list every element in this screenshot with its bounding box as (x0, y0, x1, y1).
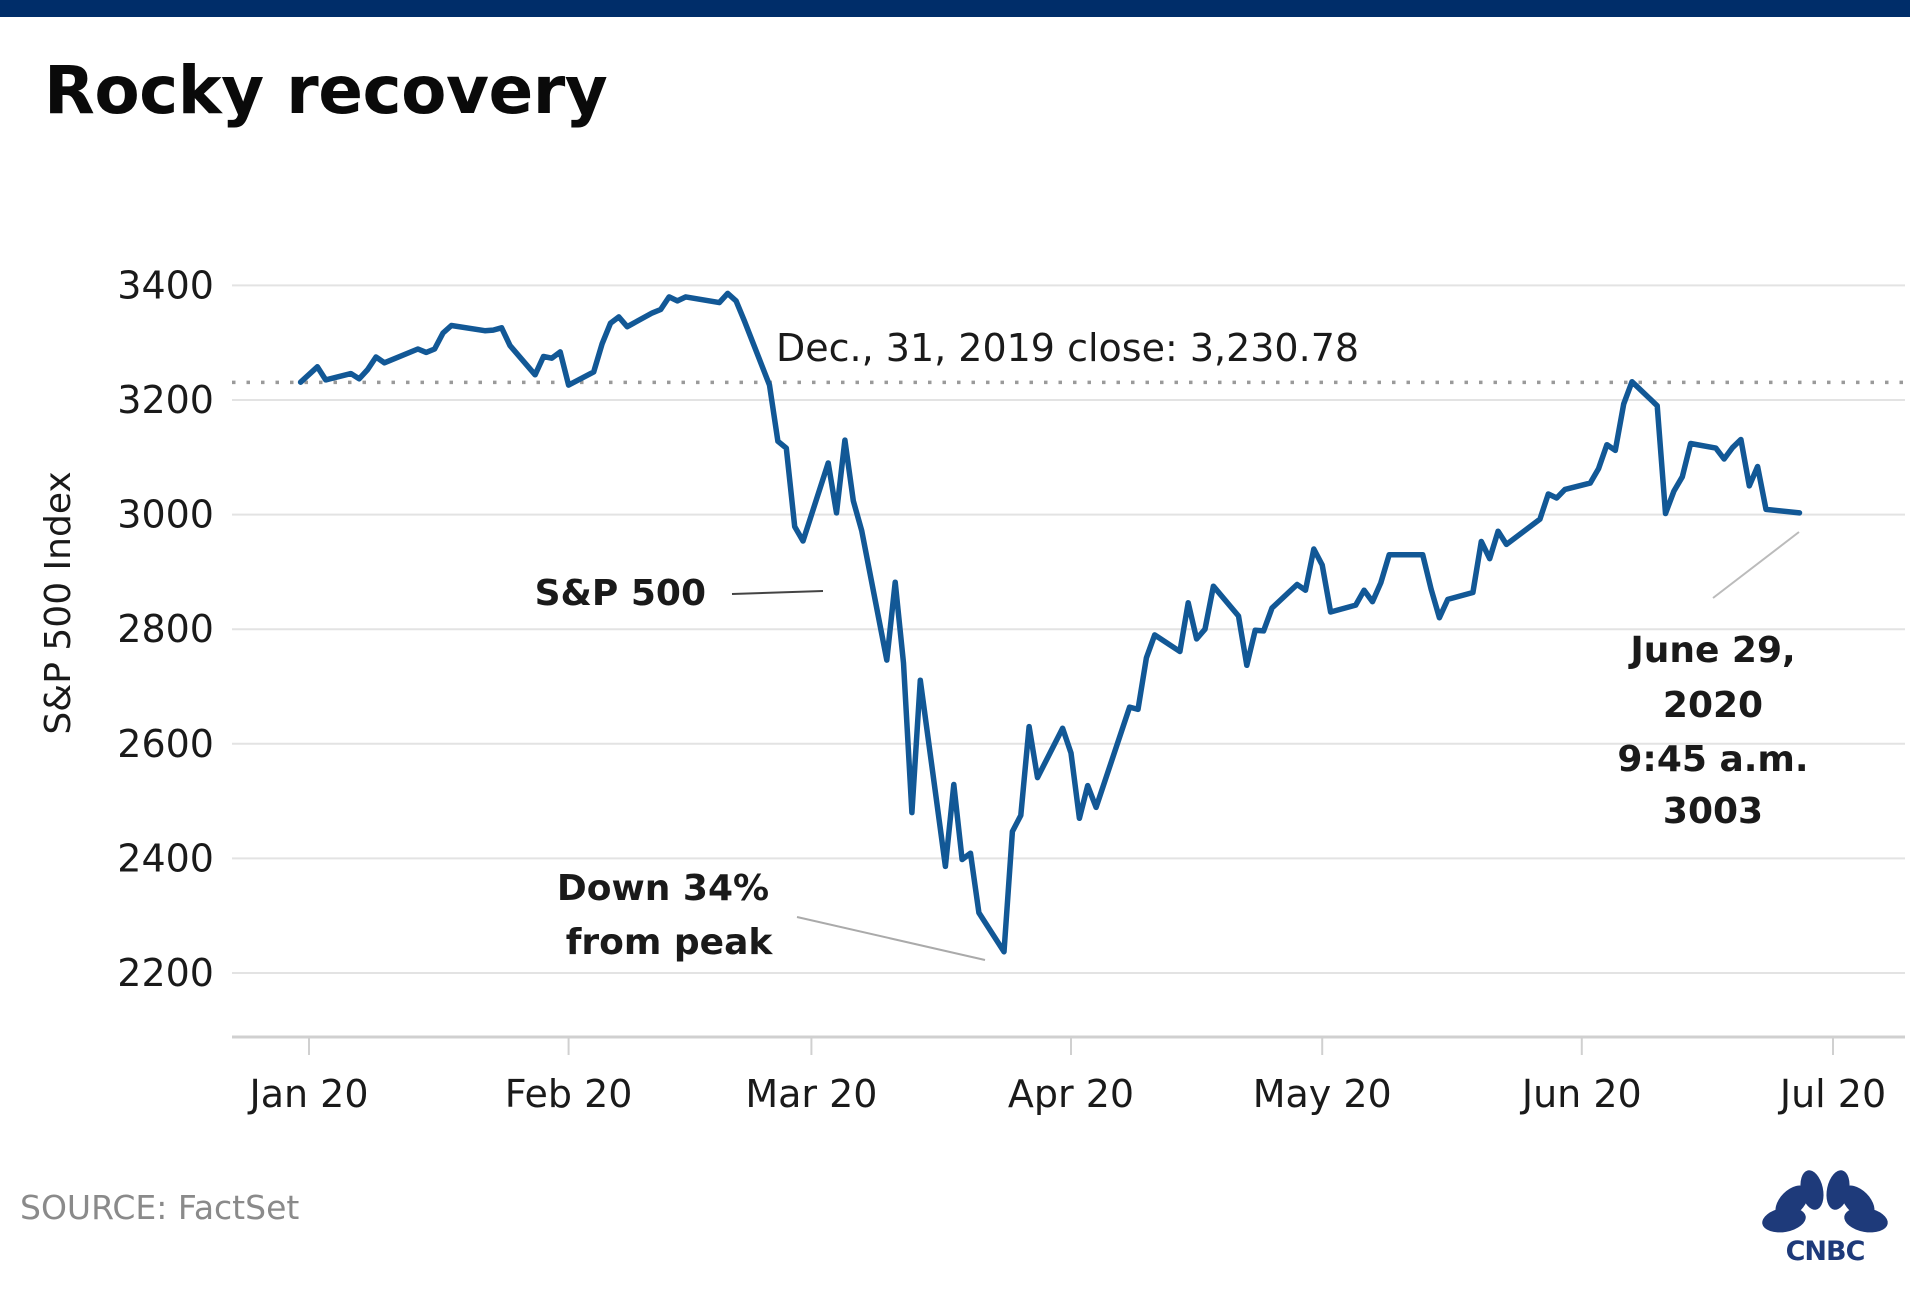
y-axis-label: S&P 500 Index (38, 471, 79, 734)
x-tick-label: May 20 (1253, 1072, 1392, 1116)
annotation-latest-line1: June 29, (1627, 630, 1795, 671)
annotation-sp500-leader (731, 590, 824, 595)
gridlines (232, 284, 1905, 974)
x-tick-label: Mar 20 (745, 1072, 877, 1116)
x-tick-label: Jan 20 (247, 1072, 368, 1116)
y-tick-label: 3400 (117, 263, 214, 307)
x-axis: Jan 20 Feb 20 Mar 20 Apr 20 May 20 Jun 20 Jul … (232, 1035, 1905, 1116)
chart-title: Rocky recovery (44, 52, 608, 129)
series-line-sp500 (297, 290, 1803, 955)
y-tick-label: 2800 (117, 607, 214, 651)
series-points (300, 293, 1800, 952)
top-bar (0, 0, 1910, 17)
reference-line-label: Dec., 31, 2019 close: 3,230.78 (776, 326, 1359, 370)
annotation-latest-line2: 2020 (1663, 685, 1763, 726)
x-tick-label: Jul 20 (1778, 1072, 1886, 1116)
y-tick-label: 2400 (117, 836, 214, 880)
x-tick-label: Feb 20 (505, 1072, 633, 1116)
annotation-latest-leader (1712, 531, 1800, 599)
x-tick-label: Apr 20 (1008, 1072, 1134, 1116)
y-axis-ticks: 2200 2400 2600 2800 3000 3200 3400 (117, 263, 214, 995)
annotation-trough-line2: from peak (566, 922, 774, 963)
reference-line-group: Dec., 31, 2019 close: 3,230.78 (232, 326, 1905, 385)
annotation-latest-line4: 3003 (1663, 791, 1763, 832)
y-tick-label: 3000 (117, 493, 214, 537)
annotation-trough-leader (796, 916, 986, 961)
y-tick-label: 3200 (117, 378, 214, 422)
annotations: S&P 500 Down 34% from peak June 29, 2020… (535, 531, 1809, 963)
y-tick-label: 2600 (117, 722, 214, 766)
cnbc-peacock-logo-icon: CNBC (1762, 1170, 1888, 1264)
annotation-sp500-label: S&P 500 (535, 573, 706, 614)
y-tick-label: 2200 (117, 951, 214, 995)
annotation-latest-line3: 9:45 a.m. (1617, 739, 1808, 780)
cnbc-logo-text: CNBC (1786, 1236, 1865, 1264)
annotation-trough-line1: Down 34% (557, 868, 769, 909)
x-tick-label: Jun 20 (1520, 1072, 1642, 1116)
source-note: SOURCE: FactSet (20, 1188, 300, 1227)
